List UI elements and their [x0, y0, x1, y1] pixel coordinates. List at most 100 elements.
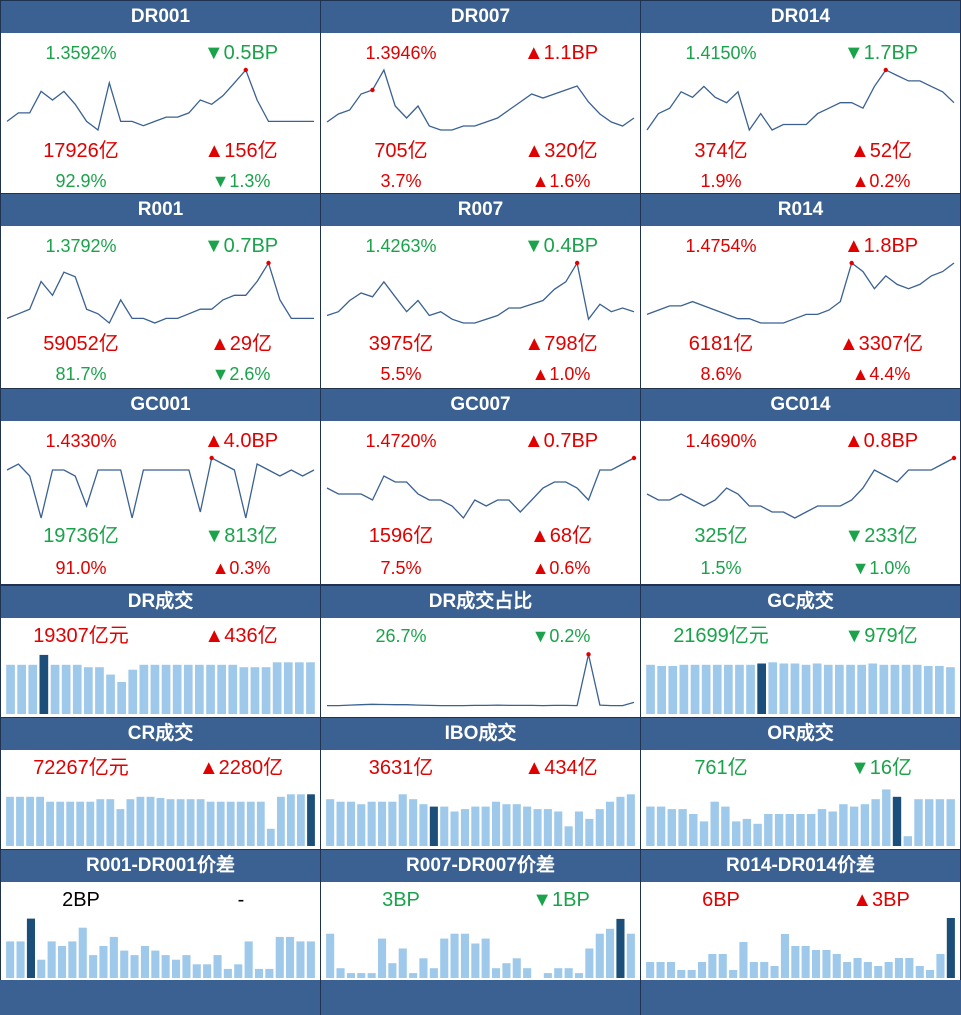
summary-change: ▲436亿 [204, 625, 278, 647]
bar [409, 799, 418, 846]
bar [732, 821, 741, 846]
bar [523, 806, 532, 846]
bar [140, 946, 149, 978]
rate-panel-dr007: DR007 1.3946% ▲1.1BP 705亿 ▲320亿 3.7% ▲1.6% [320, 0, 641, 195]
bar [388, 963, 397, 978]
bar [192, 964, 201, 978]
bar [935, 799, 945, 846]
bar [905, 958, 914, 978]
volume-change: ▲29亿 [209, 333, 273, 355]
bar [668, 666, 678, 714]
bar [286, 936, 295, 978]
volume-panel: GC成交 21699亿元 ▼979亿 [640, 585, 961, 719]
bar [822, 950, 831, 978]
bar [699, 821, 709, 846]
bar [388, 801, 397, 846]
bar [574, 973, 583, 978]
volume-change: ▲320亿 [524, 140, 598, 162]
bar [128, 669, 138, 714]
series-line [326, 68, 635, 131]
bar [109, 936, 118, 978]
bar [216, 801, 225, 846]
bar [646, 962, 655, 978]
bar [76, 801, 85, 846]
bar [923, 666, 933, 714]
rate-panel-r007: R007 1.4263% ▼0.4BP 3975亿 ▲798亿 5.5% ▲1.0% [320, 193, 641, 389]
bar [367, 801, 376, 846]
bar [440, 938, 449, 978]
bar [56, 801, 65, 846]
bar [926, 970, 935, 978]
panel-title: DR014 [641, 1, 960, 33]
bar [698, 962, 707, 978]
bar [206, 801, 215, 846]
rate-panel-dr014: DR014 1.4150% ▼1.7BP 374亿 ▲52亿 1.9% ▲0.2% [640, 0, 961, 195]
rate-panel-dr001: DR001 1.3592% ▼0.5BP 17926亿 ▲156亿 92.9% ▼1.3% [0, 0, 321, 195]
bar [306, 941, 315, 978]
bar [616, 796, 625, 846]
bar [450, 933, 459, 978]
share-change: ▲0.6% [531, 558, 591, 578]
bar [26, 796, 34, 846]
bar [512, 958, 521, 978]
bar-chart [326, 918, 635, 978]
panel-title: DR成交占比 [321, 586, 640, 618]
bar [689, 814, 698, 846]
bar [690, 664, 700, 714]
bar [749, 962, 758, 978]
volume-value: 6181亿 [688, 333, 754, 355]
bar [89, 955, 98, 978]
bar [502, 804, 511, 846]
bar [166, 799, 175, 846]
bar [606, 801, 615, 846]
volume-value: 705亿 [374, 140, 428, 162]
bar [533, 809, 542, 846]
bar [667, 809, 676, 846]
bar [936, 954, 945, 978]
bar [768, 662, 778, 714]
bar [882, 789, 891, 846]
bar [757, 663, 766, 714]
bar [801, 946, 810, 978]
summary-value: 3631亿 [368, 757, 434, 779]
bar [857, 664, 866, 714]
bar [6, 664, 15, 714]
bar [678, 809, 687, 846]
bar-chart [6, 654, 315, 714]
panel-title: GC014 [641, 389, 960, 421]
bar [746, 664, 755, 714]
bar [16, 796, 24, 846]
bar [275, 936, 284, 978]
rate-value: 1.4720% [365, 431, 437, 451]
rate-value: 1.3792% [45, 236, 117, 256]
share-value: 3.7% [380, 171, 422, 191]
bar [801, 664, 811, 714]
bar [742, 818, 752, 846]
summary-value: 72267亿元 [33, 757, 129, 779]
bar [739, 942, 748, 978]
share-value: 92.9% [55, 171, 107, 191]
bar [61, 664, 71, 714]
rate-panel-gc014: GC014 1.4690% ▲0.8BP 325亿 ▼233亿 1.5% ▼1.0% [640, 388, 961, 585]
bar [250, 667, 260, 714]
bar [151, 950, 160, 978]
summary-change: ▲434亿 [524, 757, 598, 779]
bar [139, 664, 149, 714]
bar [39, 654, 49, 714]
bar [791, 946, 800, 978]
share-change: ▼1.0% [851, 558, 911, 578]
volume-change: ▼233亿 [844, 525, 918, 547]
bar [295, 662, 304, 714]
bar [770, 966, 779, 978]
bar [409, 973, 418, 978]
bar [679, 664, 689, 714]
bar [336, 801, 345, 846]
bar [429, 968, 438, 978]
bar [832, 954, 841, 978]
bar [839, 804, 848, 846]
bar [239, 667, 249, 714]
bar [6, 796, 14, 846]
bar [894, 958, 903, 978]
bar [712, 664, 722, 714]
